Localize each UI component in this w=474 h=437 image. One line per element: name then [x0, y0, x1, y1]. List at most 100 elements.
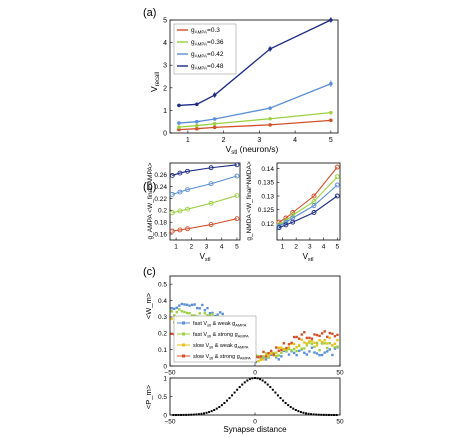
data-point: [185, 413, 188, 416]
x-tick-label: 3: [308, 244, 312, 251]
data-point: [185, 226, 190, 232]
data-point: [292, 342, 296, 346]
data-point: [234, 162, 240, 168]
series-line: [172, 175, 238, 195]
data-point: [323, 351, 326, 354]
data-point: [213, 408, 216, 411]
data-point: [177, 208, 183, 214]
data-point: [172, 413, 175, 416]
data-point: [287, 353, 291, 356]
data-point: [206, 314, 209, 317]
panel-c-top-legend: fast Vstl & weak gAMPA fast Vstl & strong…: [173, 315, 257, 363]
data-point: [295, 349, 298, 353]
panel-c-bottom-marks: [172, 377, 338, 416]
data-point: [211, 311, 214, 315]
x-tick-label: 50: [336, 370, 344, 377]
y-tick-label: 0.135: [258, 180, 275, 187]
panel-label-a: (a): [143, 7, 156, 19]
data-point: [318, 339, 321, 342]
x-tick-label: 1: [281, 244, 285, 251]
panel-b-right-frame: [276, 162, 341, 241]
y-tick-label: 0.2: [158, 208, 167, 215]
data-point: [261, 379, 264, 382]
data-point: [180, 413, 183, 416]
data-point: [251, 377, 254, 380]
legend-label: fast Vstl & strong gAMPA: [193, 332, 249, 338]
data-point: [300, 347, 303, 350]
series-line: [278, 166, 338, 223]
data-point: [327, 413, 330, 416]
y-tick-label: 0: [163, 412, 167, 419]
data-point: [221, 312, 224, 316]
data-point: [185, 303, 189, 307]
data-point: [262, 350, 265, 354]
data-point: [303, 347, 306, 350]
data-point: [310, 342, 314, 346]
data-point: [195, 413, 198, 416]
data-point: [285, 349, 288, 353]
x-tick-label: 5: [335, 244, 339, 251]
legend-label: slow Vstl & strong gAMPA: [193, 354, 251, 360]
data-point: [233, 391, 236, 394]
data-point: [292, 407, 295, 410]
data-point: [331, 353, 334, 357]
data-point: [333, 413, 336, 416]
y-tick-label: 0.14: [261, 166, 274, 173]
y-tick-label: 0.22: [154, 196, 167, 203]
panel-a-ylabel: Vrecall: [149, 72, 161, 92]
data-point: [177, 227, 183, 233]
data-point: [190, 413, 193, 416]
x-tick-label: 5: [329, 137, 333, 144]
data-point: [315, 333, 319, 337]
panel-c-bottom-ylabel: <P_m>: [144, 384, 153, 409]
data-point: [305, 344, 309, 347]
data-point: [333, 346, 337, 349]
data-point: [290, 212, 296, 218]
data-point: [208, 181, 214, 187]
data-point: [259, 355, 263, 358]
data-point: [193, 303, 196, 306]
data-point: [275, 351, 278, 355]
panel-b-left-chart: 1 2 3 4 5 0.16 0.18 0.2 0.22 0.24 0.26 g_AMPA <W_f…: [147, 162, 241, 263]
series-line: [172, 164, 238, 176]
panel-a-chart: 1 2 3 4 5 0 1 2 3 4 5 gAMPA=0.3 gAMPA=0.36 gAMPA=0.4…: [149, 17, 339, 156]
data-point: [196, 306, 199, 310]
data-point: [298, 344, 301, 347]
data-point: [328, 331, 331, 335]
data-point: [326, 342, 329, 345]
data-point: [336, 345, 339, 348]
data-point: [266, 383, 269, 386]
x-tick-label: 5: [235, 244, 239, 251]
data-point: [185, 311, 189, 315]
y-tick-label: 0.125: [258, 207, 275, 214]
legend-label: fast Vstl & weak gAMPA: [193, 321, 247, 327]
data-point: [326, 335, 329, 339]
data-point: [302, 411, 305, 414]
data-point: [283, 222, 289, 228]
panel-b-left-frame: [169, 162, 241, 241]
y-tick-label: 5: [163, 17, 167, 24]
data-point: [280, 346, 283, 349]
data-point: [169, 210, 175, 216]
x-tick-label: 1: [174, 244, 178, 251]
y-tick-label: 0: [163, 363, 167, 370]
data-point: [177, 170, 183, 176]
data-point: [215, 407, 218, 410]
data-point: [267, 351, 270, 355]
data-point: [333, 347, 337, 350]
data-point: [185, 187, 190, 193]
data-point: [238, 386, 241, 389]
data-point: [320, 342, 324, 345]
data-point: [234, 216, 240, 222]
data-point: [190, 303, 194, 307]
data-point: [274, 391, 277, 394]
x-tick-label: −50: [164, 370, 175, 377]
legend-marker: [182, 332, 185, 336]
data-point: [264, 381, 267, 384]
data-point: [282, 399, 285, 402]
data-point: [334, 164, 340, 170]
data-point: [328, 336, 331, 340]
data-point: [211, 312, 214, 316]
panel-c-xlabel: Synapse distance: [223, 425, 287, 434]
panel-b-right-chart: 1 2 3 4 5 0.12 0.125 0.13 0.135 0.14 g_NMDA <W_fi…: [246, 161, 341, 263]
